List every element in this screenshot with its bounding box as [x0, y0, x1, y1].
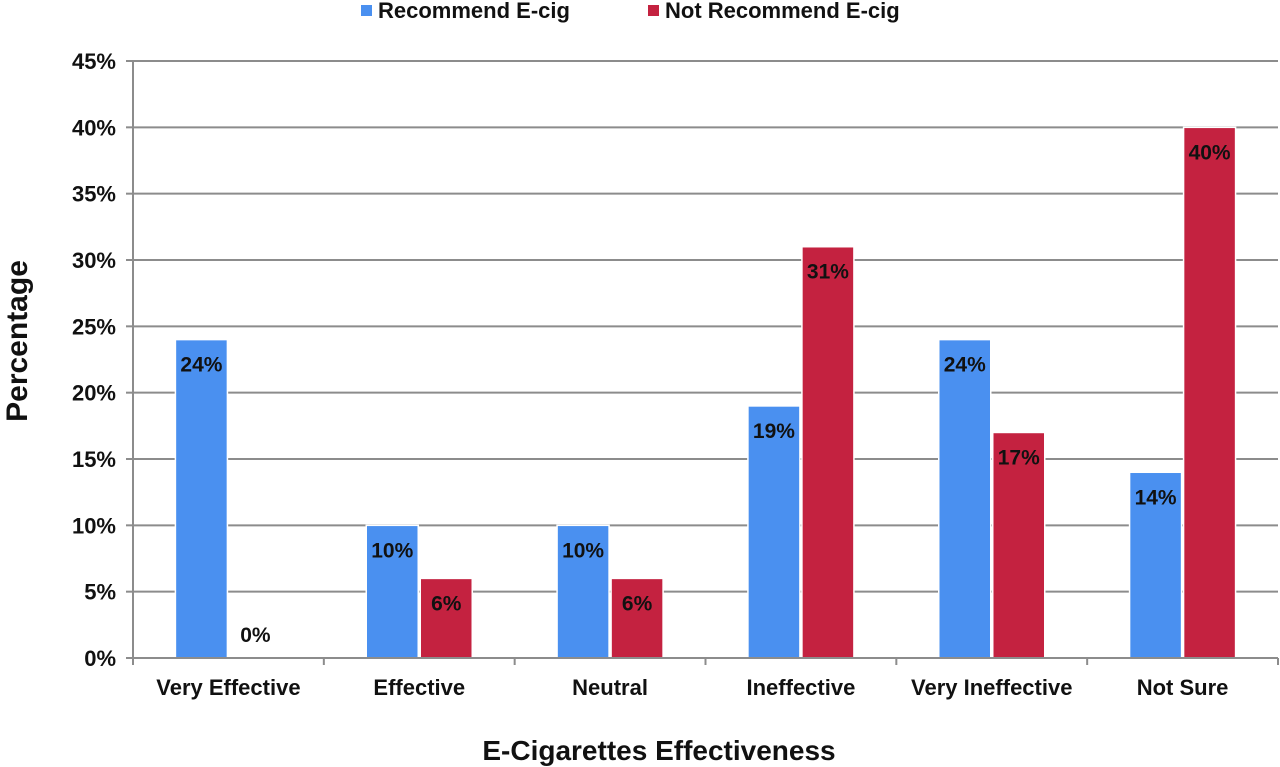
y-tick-label: 0%	[84, 646, 116, 671]
y-axis-tick-labels: 0% 5% 10% 15% 20% 25% 30% 35% 40% 45%	[72, 49, 116, 671]
data-label: 24%	[944, 354, 986, 377]
bar-recommend-1	[174, 338, 229, 659]
y-tick-label: 5%	[84, 580, 116, 605]
x-tick-label: Neutral	[572, 675, 648, 700]
data-label: 0%	[240, 624, 271, 647]
data-label: 19%	[753, 420, 795, 443]
x-tick-label: Ineffective	[747, 675, 856, 700]
x-axis-title: E-Cigarettes Effectiveness	[482, 735, 835, 766]
legend-label-recommend: Recommend E-cig	[378, 0, 570, 23]
bar-not-recommend-3	[610, 577, 664, 659]
x-axis-category-labels: Very Effective Effective Neutral Ineffectiv…	[156, 675, 1228, 700]
data-label: 40%	[1189, 141, 1231, 164]
legend-swatch-recommend	[361, 5, 372, 16]
bar-recommend-5	[938, 338, 992, 659]
y-tick-label: 40%	[72, 115, 116, 140]
y-tick-label: 10%	[72, 513, 116, 538]
bar-recommend-4	[747, 405, 801, 659]
data-label: 10%	[562, 539, 604, 562]
x-tick-label: Very Effective	[156, 675, 300, 700]
y-tick-label: 30%	[72, 248, 116, 273]
axes	[126, 60, 1279, 665]
data-label: 24%	[180, 354, 222, 377]
gridlines	[133, 60, 1278, 593]
y-tick-label: 45%	[72, 49, 116, 74]
data-label: 17%	[998, 446, 1040, 469]
bar-not-recommend-2	[419, 577, 473, 659]
data-label: 14%	[1135, 486, 1177, 509]
legend-label-not-recommend: Not Recommend E-cig	[665, 0, 900, 23]
data-label: 10%	[371, 539, 413, 562]
x-tick-label: Effective	[373, 675, 465, 700]
data-label: 6%	[622, 592, 653, 615]
y-tick-label: 20%	[72, 381, 116, 406]
y-tick-label: 35%	[72, 182, 116, 207]
bars	[174, 126, 1237, 659]
data-label: 6%	[431, 592, 462, 615]
bar-not-recommend-6	[1182, 126, 1237, 659]
bar-not-recommend-4	[801, 245, 855, 659]
legend-swatch-not-recommend	[648, 5, 659, 16]
data-label: 31%	[807, 261, 849, 284]
legend: Recommend E-cig Not Recommend E-cig	[361, 0, 900, 23]
y-tick-label: 15%	[72, 447, 116, 472]
x-tick-label: Not Sure	[1137, 675, 1229, 700]
data-labels: 24% 0% 10% 6% 10% 6% 19% 31% 24% 17% 14% 40%	[180, 141, 1231, 647]
y-tick-label: 25%	[72, 314, 116, 339]
bar-not-recommend-5	[992, 431, 1046, 659]
y-axis-title: Percentage	[1, 260, 34, 422]
x-tick-label: Very Ineffective	[911, 675, 1072, 700]
